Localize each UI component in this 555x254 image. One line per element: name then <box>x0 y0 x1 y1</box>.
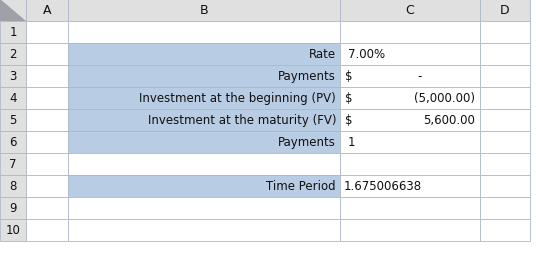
Text: 3: 3 <box>9 70 17 83</box>
Bar <box>26 132 68 153</box>
Bar <box>340 88 480 109</box>
Text: $: $ <box>345 114 352 127</box>
Text: 8: 8 <box>9 180 17 193</box>
Bar <box>0 175 26 197</box>
Bar <box>340 44 480 66</box>
Bar <box>340 66 480 88</box>
Bar <box>0 66 26 88</box>
Text: Payments: Payments <box>278 70 336 83</box>
Bar <box>0 109 26 132</box>
Text: C: C <box>406 5 415 18</box>
Bar <box>480 66 530 88</box>
Bar <box>26 66 68 88</box>
Bar <box>0 22 26 44</box>
Bar <box>26 197 68 219</box>
Bar <box>68 109 340 132</box>
Text: 5: 5 <box>9 114 17 127</box>
Bar <box>0 44 26 66</box>
Text: 1: 1 <box>9 26 17 39</box>
Bar <box>480 109 530 132</box>
Bar <box>340 132 480 153</box>
Bar <box>0 197 26 219</box>
Bar <box>68 175 340 197</box>
Bar <box>26 175 68 197</box>
Text: 7.00%: 7.00% <box>348 48 385 61</box>
Text: 7: 7 <box>9 158 17 171</box>
Bar <box>340 197 480 219</box>
Bar <box>68 132 340 153</box>
Bar <box>26 153 68 175</box>
Text: 2: 2 <box>9 48 17 61</box>
Bar <box>68 219 340 241</box>
Bar <box>0 88 26 109</box>
Text: Investment at the beginning (PV): Investment at the beginning (PV) <box>139 92 336 105</box>
Text: Rate: Rate <box>309 48 336 61</box>
Bar <box>480 175 530 197</box>
Text: B: B <box>200 5 208 18</box>
Text: A: A <box>43 5 51 18</box>
Bar <box>480 0 530 22</box>
Text: 6: 6 <box>9 136 17 149</box>
Text: $: $ <box>345 92 352 105</box>
Bar <box>340 175 480 197</box>
Text: 10: 10 <box>6 224 21 236</box>
Bar <box>340 219 480 241</box>
Bar <box>480 153 530 175</box>
Text: 9: 9 <box>9 202 17 215</box>
Text: 4: 4 <box>9 92 17 105</box>
Text: Investment at the maturity (FV): Investment at the maturity (FV) <box>148 114 336 127</box>
Bar <box>0 132 26 153</box>
Bar <box>340 0 480 22</box>
Text: Payments: Payments <box>278 136 336 149</box>
Bar <box>340 22 480 44</box>
Bar <box>340 109 480 132</box>
Bar <box>480 88 530 109</box>
Text: D: D <box>500 5 510 18</box>
Text: (5,000.00): (5,000.00) <box>414 92 475 105</box>
Bar <box>26 44 68 66</box>
Bar <box>480 44 530 66</box>
Bar <box>340 153 480 175</box>
Bar <box>480 197 530 219</box>
Text: $: $ <box>345 70 352 83</box>
Bar <box>480 22 530 44</box>
Bar <box>0 219 26 241</box>
Bar <box>68 22 340 44</box>
Bar <box>68 197 340 219</box>
Text: 1: 1 <box>348 136 356 149</box>
Bar <box>480 219 530 241</box>
Text: -: - <box>418 70 422 83</box>
Text: Time Period: Time Period <box>266 180 336 193</box>
Text: 1.675006638: 1.675006638 <box>344 180 422 193</box>
Bar <box>68 88 340 109</box>
Bar <box>26 219 68 241</box>
Bar <box>26 0 68 22</box>
Bar <box>26 88 68 109</box>
Bar <box>26 109 68 132</box>
Bar <box>0 153 26 175</box>
Polygon shape <box>0 0 26 22</box>
Text: 5,600.00: 5,600.00 <box>423 114 475 127</box>
Bar <box>68 66 340 88</box>
Bar <box>26 22 68 44</box>
Bar <box>480 132 530 153</box>
Bar <box>68 0 340 22</box>
Bar <box>68 153 340 175</box>
Bar <box>68 44 340 66</box>
Bar <box>0 0 26 22</box>
